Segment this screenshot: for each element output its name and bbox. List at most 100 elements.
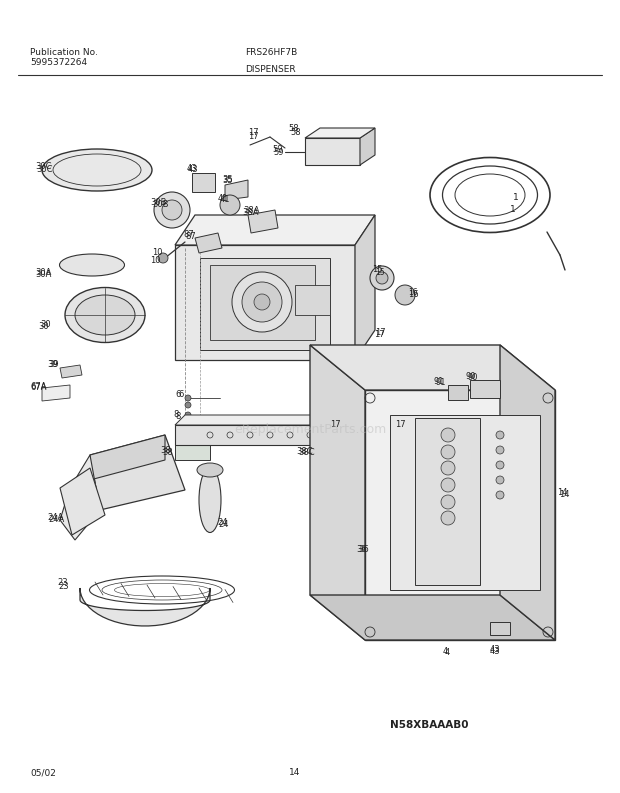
Text: 14: 14 <box>290 768 301 777</box>
Text: 41: 41 <box>220 195 231 204</box>
Text: 1: 1 <box>510 205 516 214</box>
Circle shape <box>370 266 394 290</box>
Text: 30: 30 <box>40 320 51 329</box>
Text: 15: 15 <box>375 268 384 277</box>
Polygon shape <box>175 445 210 460</box>
Polygon shape <box>248 210 278 233</box>
Text: 91: 91 <box>435 378 446 387</box>
Circle shape <box>185 395 191 401</box>
Circle shape <box>185 422 191 428</box>
Polygon shape <box>192 173 215 192</box>
Text: 1: 1 <box>513 193 519 202</box>
Text: 36: 36 <box>358 545 369 554</box>
Circle shape <box>496 446 504 454</box>
Text: 17: 17 <box>395 420 405 429</box>
Text: 43: 43 <box>490 647 500 656</box>
Text: 59: 59 <box>273 148 283 157</box>
Circle shape <box>185 402 191 408</box>
Circle shape <box>441 428 455 442</box>
Text: 87: 87 <box>183 230 193 239</box>
Polygon shape <box>210 265 315 340</box>
Circle shape <box>496 491 504 499</box>
Polygon shape <box>305 138 360 165</box>
Text: 4: 4 <box>443 647 448 656</box>
Text: 23: 23 <box>57 578 68 587</box>
Text: FRS26HF7B: FRS26HF7B <box>245 48 297 57</box>
Polygon shape <box>60 365 82 378</box>
Polygon shape <box>60 468 105 535</box>
Text: 10: 10 <box>150 256 161 265</box>
Text: 87: 87 <box>185 232 196 241</box>
Circle shape <box>220 195 240 215</box>
Text: Publication No.: Publication No. <box>30 48 98 57</box>
Circle shape <box>441 445 455 459</box>
Circle shape <box>496 431 504 439</box>
Text: 4: 4 <box>445 648 450 657</box>
Text: 30B: 30B <box>152 200 169 209</box>
Text: 36: 36 <box>356 545 367 554</box>
Text: 67A: 67A <box>30 382 46 391</box>
Polygon shape <box>415 418 480 585</box>
Text: 38: 38 <box>160 446 171 455</box>
Text: 30A: 30A <box>35 270 51 279</box>
Ellipse shape <box>75 295 135 335</box>
Circle shape <box>496 476 504 484</box>
Text: eReplacementParts.com: eReplacementParts.com <box>234 423 386 436</box>
Polygon shape <box>90 435 185 510</box>
Text: 30C: 30C <box>35 162 51 171</box>
Text: 35: 35 <box>222 175 232 184</box>
Polygon shape <box>295 285 330 315</box>
Circle shape <box>496 461 504 469</box>
Circle shape <box>395 285 415 305</box>
Ellipse shape <box>42 149 152 191</box>
Polygon shape <box>365 390 555 640</box>
Ellipse shape <box>65 288 145 343</box>
Text: 17: 17 <box>248 132 259 141</box>
Polygon shape <box>305 128 375 138</box>
Text: 24A: 24A <box>48 515 64 524</box>
Text: 91: 91 <box>433 377 443 386</box>
Text: DISPENSER: DISPENSER <box>245 65 296 74</box>
Circle shape <box>254 294 270 310</box>
Text: 43: 43 <box>490 645 500 654</box>
Polygon shape <box>310 454 360 475</box>
Polygon shape <box>310 345 555 390</box>
Circle shape <box>232 272 292 332</box>
Text: 58: 58 <box>290 128 301 137</box>
Polygon shape <box>200 258 330 350</box>
Text: 90: 90 <box>465 372 476 381</box>
Text: 16: 16 <box>408 290 419 299</box>
Text: 30C: 30C <box>36 165 53 174</box>
Text: 24A: 24A <box>47 513 63 522</box>
Text: 24: 24 <box>217 518 228 527</box>
Polygon shape <box>500 345 555 640</box>
Text: 30: 30 <box>38 322 48 331</box>
Text: 5995372264: 5995372264 <box>30 58 87 67</box>
Circle shape <box>158 253 168 263</box>
Text: 6: 6 <box>175 390 180 399</box>
Text: 17: 17 <box>375 328 386 337</box>
Text: 90: 90 <box>468 373 479 382</box>
Text: 17: 17 <box>374 330 384 339</box>
Polygon shape <box>80 588 210 626</box>
Text: 43: 43 <box>187 164 198 173</box>
Text: 05/02: 05/02 <box>30 768 56 777</box>
Text: 14: 14 <box>557 488 567 497</box>
Text: 35: 35 <box>222 176 232 185</box>
Text: 43: 43 <box>188 165 198 174</box>
Circle shape <box>154 192 190 228</box>
Text: 8: 8 <box>173 410 179 419</box>
Text: 6: 6 <box>178 390 184 399</box>
Text: 38A: 38A <box>242 208 259 217</box>
Ellipse shape <box>60 254 125 276</box>
Text: N58XBAAAB0: N58XBAAAB0 <box>390 720 469 730</box>
Text: 38A: 38A <box>243 206 260 215</box>
Text: 41: 41 <box>218 194 229 203</box>
Text: 30A: 30A <box>35 268 51 277</box>
Polygon shape <box>175 415 400 425</box>
Polygon shape <box>310 595 555 640</box>
Polygon shape <box>175 245 355 360</box>
Circle shape <box>185 412 191 418</box>
Polygon shape <box>60 455 100 540</box>
Text: 38C: 38C <box>298 448 314 457</box>
